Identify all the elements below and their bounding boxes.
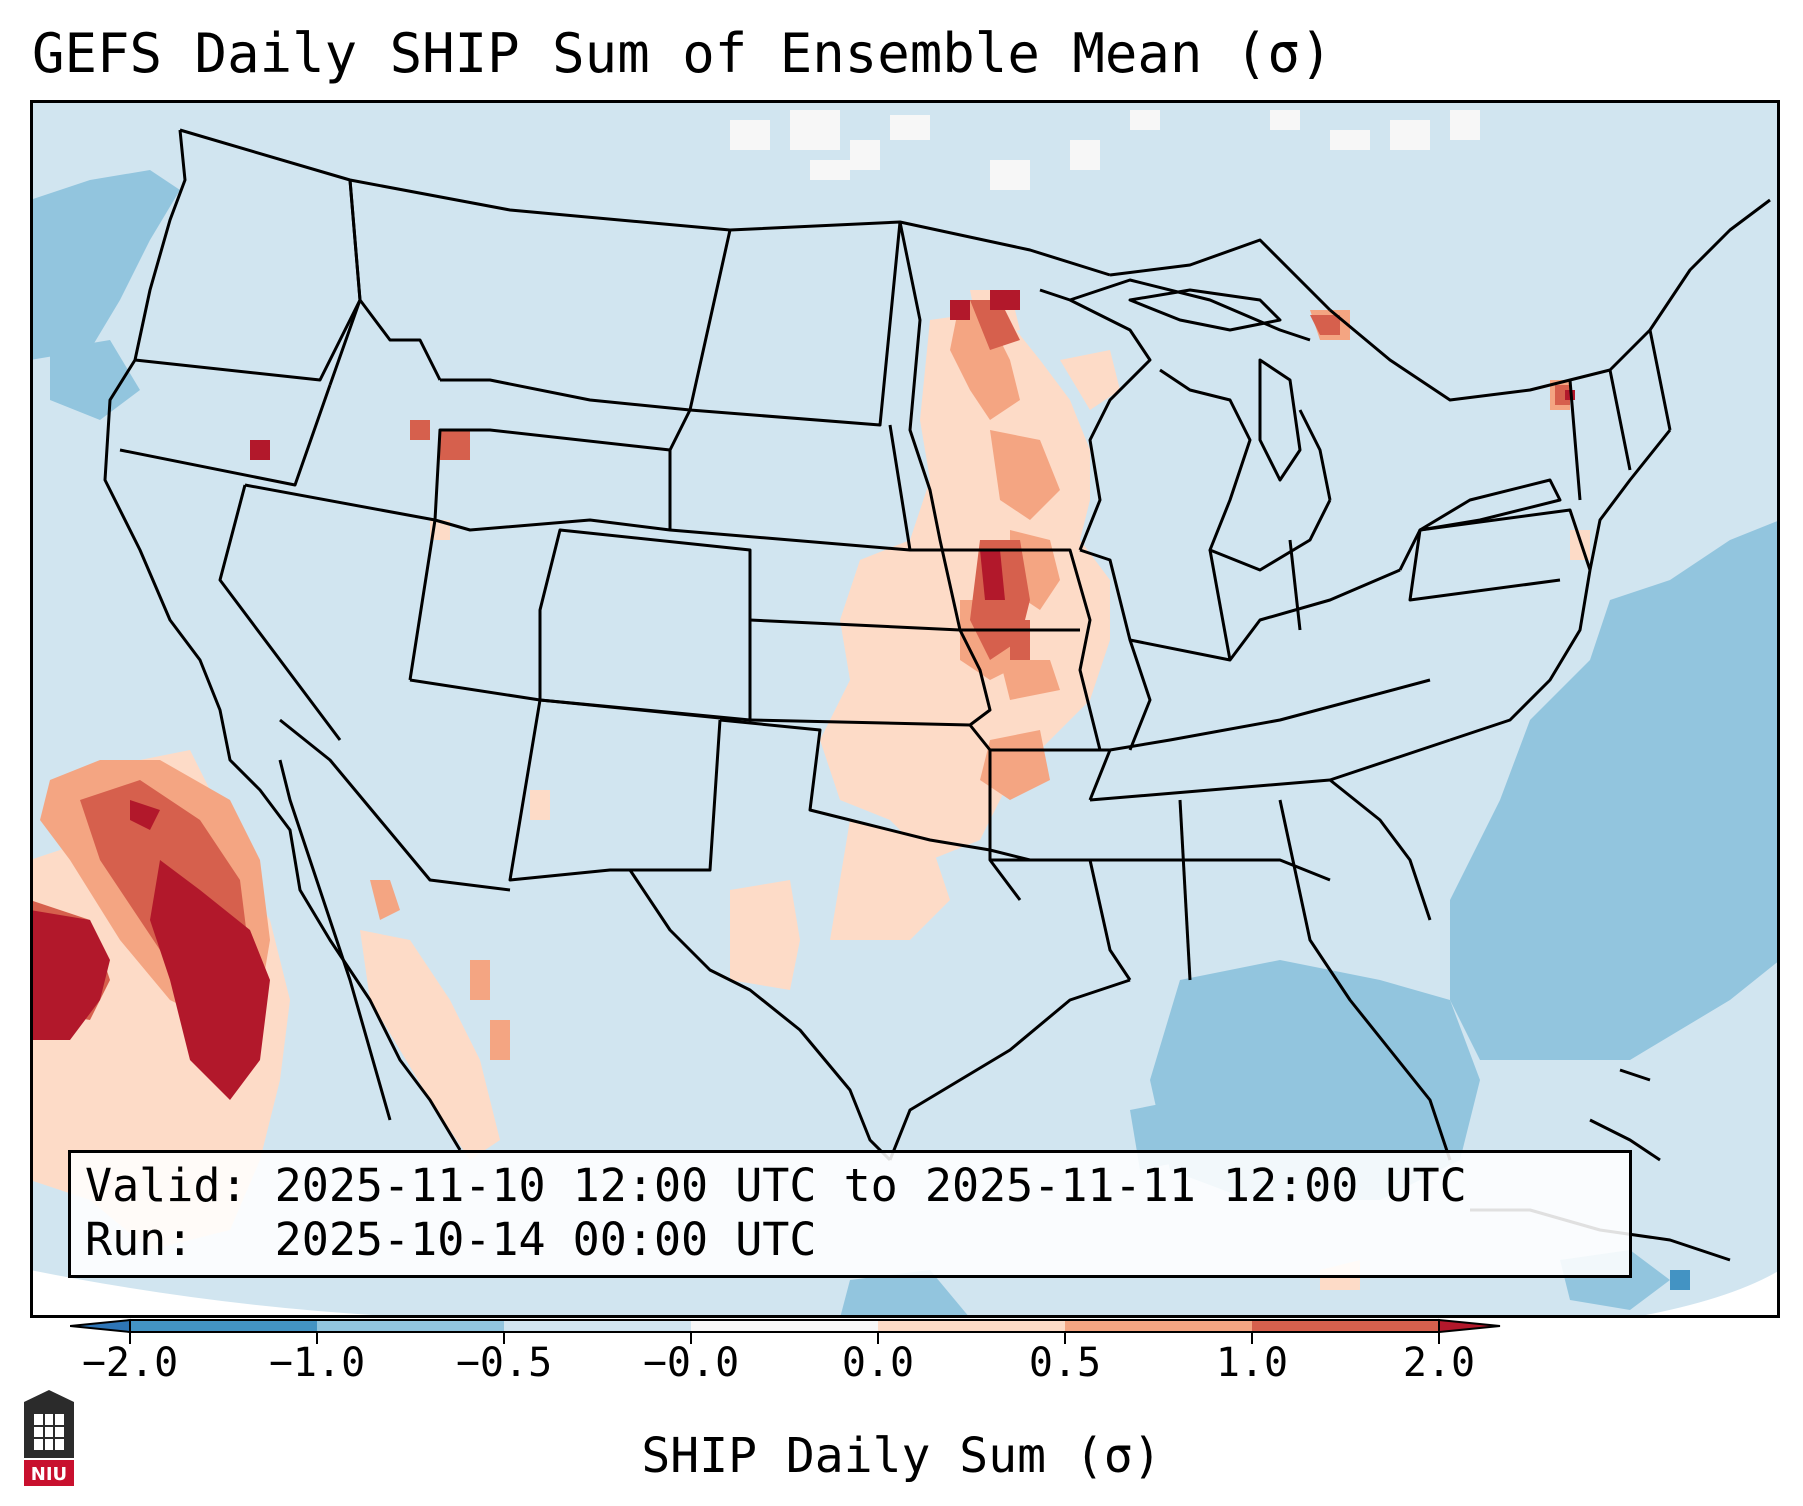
negative-anomaly-region [1670,1270,1690,1290]
negative-anomaly-region [30,170,1780,1318]
colorbar-extend-high [1438,1318,1501,1334]
white-anomaly-region [730,110,1480,190]
logo-text: NIU [31,1464,67,1485]
colorbar-tick-label: 0.5 [1029,1340,1101,1378]
colorbar-segment [1252,1320,1439,1332]
colorbar-tick-label: −1.0 [269,1340,365,1378]
map-title: GEFS Daily SHIP Sum of Ensemble Mean (σ) [32,22,1333,85]
colorbar-segment [878,1320,1065,1332]
colorbar-segment [1065,1320,1252,1332]
positive-anomaly-region [30,290,1575,1100]
university-seal-icon: NIU [24,1390,74,1486]
colorbar-tick-label: −0.0 [643,1340,739,1378]
colorbar-tick-label: 2.0 [1403,1340,1475,1378]
map-panel[interactable] [30,100,1780,1318]
validity-info-box: Valid: 2025-11-10 12:00 UTC to 2025-11-1… [68,1150,1632,1278]
colorbar-extend-low [70,1318,131,1334]
colorbar-tick-label: 1.0 [1216,1340,1288,1378]
map-frame [30,100,1780,1318]
colorbar-tick-label: −2.0 [82,1340,178,1378]
colorbar-label: SHIP Daily Sum (σ) [641,1428,1162,1484]
colorbar-segment [317,1320,504,1332]
state-boundaries [103,128,1771,1262]
colorbar-segment [691,1320,878,1332]
map-svg [30,100,1780,1318]
colorbar: −2.0 −1.0 −0.5 −0.0 0.0 0.5 1.0 2.0 [70,1318,1501,1378]
colorbar-segment [504,1320,691,1332]
colorbar-segment [130,1320,317,1332]
run-time-text: Run: 2025-10-14 00:00 UTC [85,1213,817,1266]
valid-time-text: Valid: 2025-11-10 12:00 UTC to 2025-11-1… [85,1159,1467,1212]
projection-edge [1630,1270,1780,1318]
projection-edge [30,1270,430,1318]
colorbar-tick-label: −0.5 [456,1340,552,1378]
colorbar-tick-label: 0.0 [842,1340,914,1378]
